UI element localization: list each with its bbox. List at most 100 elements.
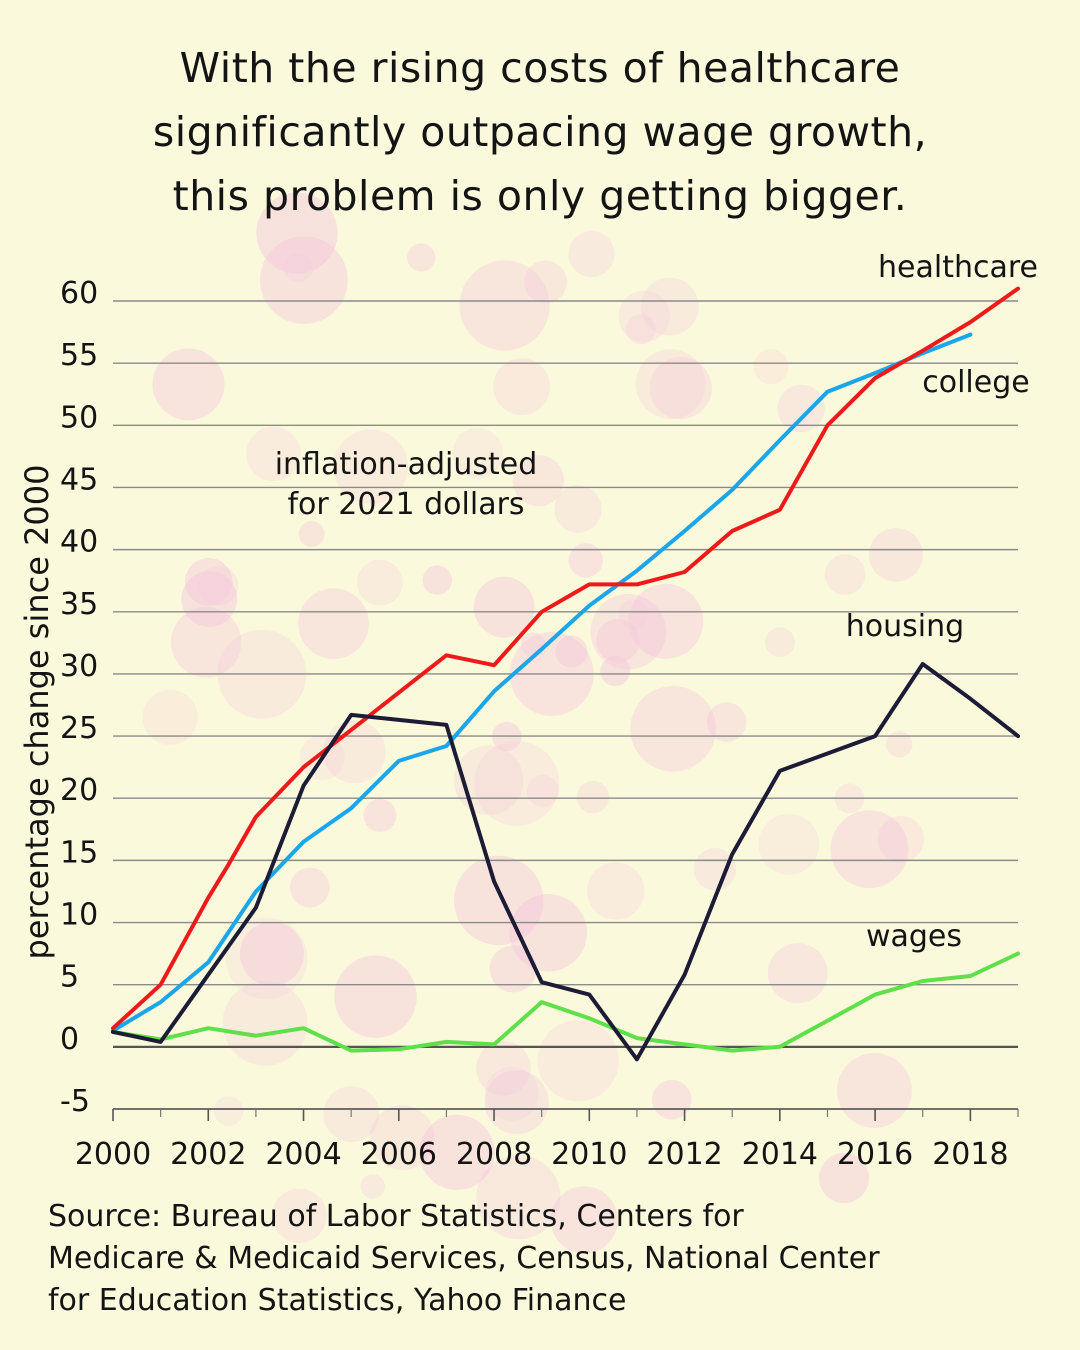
texture-blot — [758, 813, 820, 875]
texture-blot — [369, 1105, 435, 1171]
texture-blot — [171, 607, 242, 678]
texture-blot — [618, 599, 649, 630]
texture-blot — [524, 260, 567, 304]
series-label-healthcare: healthcare — [878, 250, 1038, 285]
source-line-3: for Education Statistics, Yahoo Finance — [48, 1283, 627, 1318]
y-tick-label: 40 — [60, 525, 98, 560]
texture-blot — [333, 429, 409, 505]
texture-blot — [256, 192, 338, 274]
texture-blot — [152, 348, 225, 421]
texture-blot — [489, 945, 537, 993]
y-tick-label: 55 — [60, 338, 98, 373]
y-tick-label: 35 — [60, 587, 98, 622]
texture-blot — [765, 627, 795, 657]
texture-blot — [356, 559, 403, 606]
title-line-2: significantly outpacing wage growth, — [152, 108, 928, 156]
texture-blot — [649, 356, 712, 420]
texture-blot — [635, 349, 706, 420]
y-tick-label: 60 — [60, 276, 98, 311]
texture-blot — [640, 277, 699, 336]
source-line-1: Source: Bureau of Labor Statistics, Cent… — [48, 1199, 744, 1234]
texture-blot — [181, 571, 238, 627]
texture-blot — [568, 231, 615, 278]
texture-blot — [484, 1070, 549, 1135]
texture-blot — [298, 521, 325, 547]
y-tick-label: 5 — [60, 960, 79, 995]
texture-blot — [334, 955, 417, 1038]
texture-blot — [493, 358, 551, 415]
y-tick-label: 50 — [60, 400, 98, 435]
texture-blot — [484, 1066, 539, 1121]
title-line-1: With the rising costs of healthcare — [179, 44, 901, 92]
texture-blot — [512, 454, 565, 507]
y-tick-label: 45 — [60, 462, 98, 497]
series-label-housing: housing — [846, 609, 964, 644]
texture-blot — [298, 588, 369, 659]
texture-blot — [422, 565, 452, 595]
y-tick-label: 30 — [60, 649, 98, 684]
x-tick-label: 2016 — [837, 1137, 913, 1172]
texture-blot — [824, 554, 866, 595]
texture-blot — [819, 1153, 869, 1203]
texture-blot — [753, 349, 789, 385]
texture-blot — [587, 862, 645, 920]
series-label-wages: wages — [866, 919, 962, 954]
title-line-3: this problem is only getting bigger. — [172, 172, 908, 220]
texture-blot — [213, 1096, 244, 1126]
texture-blot — [869, 528, 923, 582]
texture-blot — [407, 243, 436, 272]
texture-blot — [476, 1155, 561, 1240]
texture-blot — [830, 810, 909, 889]
y-tick-label: 25 — [60, 711, 98, 746]
texture-blot — [537, 1019, 619, 1102]
texture-blot — [706, 702, 747, 742]
chart-annotation-line: inflation-adjusted — [275, 447, 538, 482]
texture-blot — [239, 921, 304, 986]
x-tick-label: 2010 — [551, 1137, 627, 1172]
y-tick-label: 10 — [60, 898, 98, 933]
texture-blot — [693, 848, 737, 891]
texture-blot — [554, 485, 602, 533]
texture-blot — [225, 917, 308, 1000]
texture-blot — [630, 686, 716, 772]
texture-blot — [555, 635, 588, 668]
texture-blot — [628, 583, 704, 659]
series-line-college — [111, 332, 973, 1033]
series-line-healthcare — [111, 286, 1020, 1031]
chart-annotation-line: for 2021 dollars — [287, 487, 524, 522]
texture-blot — [596, 619, 640, 663]
texture-blot — [767, 943, 828, 1004]
texture-blot — [363, 798, 397, 832]
texture-blot — [142, 689, 198, 745]
x-tick-label: 2004 — [265, 1137, 341, 1172]
y-tick-label: 15 — [60, 835, 98, 870]
y-axis-label: percentage change since 2000 — [18, 464, 56, 959]
x-tick-label: 2012 — [646, 1137, 722, 1172]
texture-blot — [576, 780, 610, 814]
texture-blot — [360, 1174, 385, 1199]
series-line-wages — [111, 951, 1020, 1053]
texture-blot — [600, 656, 631, 687]
texture-blot — [184, 558, 233, 606]
texture-blot — [777, 384, 825, 433]
x-tick-label: 2008 — [456, 1137, 532, 1172]
x-tick-label: 2014 — [742, 1137, 818, 1172]
series-line-housing — [111, 662, 1020, 1062]
texture-blot — [272, 1188, 327, 1243]
texture-blot — [886, 731, 913, 758]
texture-blot — [625, 314, 656, 345]
texture-blot — [590, 593, 667, 670]
texture-blot — [473, 576, 535, 638]
series-label-college: college — [922, 365, 1029, 400]
page-title: With the rising costs of healthcare sign… — [30, 36, 1050, 228]
texture-blot — [877, 815, 925, 863]
source-line-2: Medicare & Medicaid Services, Census, Na… — [48, 1241, 880, 1276]
y-tick-label: 20 — [60, 773, 98, 808]
texture-blot — [474, 740, 560, 826]
texture-blot — [568, 543, 603, 578]
texture-blot — [550, 1186, 618, 1254]
x-tick-label: 2000 — [75, 1137, 151, 1172]
texture-blot — [222, 980, 308, 1066]
